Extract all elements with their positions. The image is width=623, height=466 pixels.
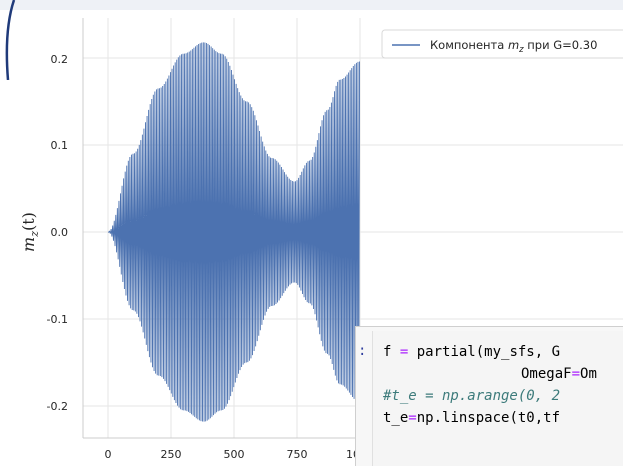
- code-cell[interactable]: : f = partial(my_sfs, G OmegaF=Om #t_e =…: [355, 326, 623, 466]
- x-tick-label: 0: [105, 448, 112, 461]
- legend-box: [381, 29, 623, 59]
- code-line-2: OmegaF=Om: [521, 366, 597, 382]
- legend-label: Компонента mz при G=0.30: [430, 38, 597, 55]
- code-line-4: t_e=np.linspace(t0,tf: [383, 410, 561, 426]
- legend: Компонента mz при G=0.30: [381, 29, 623, 59]
- code-editor[interactable]: f = partial(my_sfs, G OmegaF=Om #t_e = n…: [372, 331, 623, 466]
- y-tick-label: -0.1: [47, 313, 68, 326]
- y-tick-label: 0.2: [51, 53, 69, 66]
- y-tick-label: 0.1: [51, 139, 69, 152]
- window-edge-arc: [5, 0, 16, 80]
- y-tick-label: 0.0: [51, 226, 69, 239]
- code-line-3-comment: #t_e = np.arange(0, 2: [383, 388, 561, 404]
- x-tick-label: 250: [161, 448, 182, 461]
- x-tick-label: 750: [287, 448, 308, 461]
- x-axis-tick-labels: 0 250 500 750 10: [105, 448, 361, 461]
- x-tick-label: 500: [224, 448, 245, 461]
- window-top-band: [0, 0, 623, 10]
- code-line-1: f = partial(my_sfs, G: [383, 344, 561, 360]
- y-axis-tick-labels: 0.2 0.1 0.0 -0.1 -0.2: [47, 53, 68, 413]
- y-tick-label: -0.2: [47, 400, 68, 413]
- series-mz-line: [107, 42, 360, 422]
- code-cell-prompt: :: [358, 343, 367, 359]
- y-axis-label: mz(t): [19, 212, 41, 252]
